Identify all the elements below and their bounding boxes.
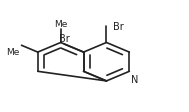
Text: Br: Br: [59, 33, 70, 43]
Text: Me: Me: [6, 47, 20, 56]
Text: N: N: [131, 74, 138, 84]
Text: Br: Br: [113, 22, 124, 32]
Text: Me: Me: [54, 19, 67, 28]
